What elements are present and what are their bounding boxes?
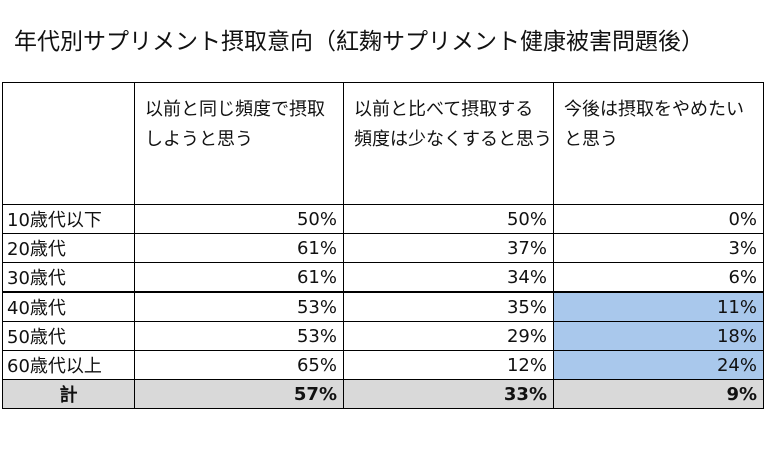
- header-same-frequency: 以前と同じ頻度で摂取 しようと思う: [134, 82, 344, 205]
- header-corner-cell: [2, 82, 135, 205]
- table-row: 50歳代 53% 29% 18%: [2, 321, 764, 351]
- cell-stop: 0%: [553, 204, 764, 234]
- cell-stop: 6%: [553, 262, 764, 293]
- header-line: 以前と比べて摂取する: [354, 99, 534, 120]
- row-label: 10歳代以下: [2, 204, 135, 234]
- row-label: 40歳代: [2, 291, 135, 322]
- total-reduce: 33%: [343, 379, 554, 409]
- total-stop: 9%: [553, 379, 764, 409]
- cell-same: 53%: [134, 291, 344, 322]
- row-label: 50歳代: [2, 321, 135, 351]
- header-stop-taking: 今後は摂取をやめたい と思う: [553, 82, 764, 205]
- cell-reduce: 50%: [343, 204, 554, 234]
- header-line: 以前と同じ頻度で摂取: [145, 99, 325, 120]
- header-reduce-frequency: 以前と比べて摂取する 頻度は少なくすると思う: [343, 82, 554, 205]
- header-line: しようと思う: [145, 129, 253, 150]
- total-label: 計: [2, 379, 135, 409]
- header-line: 頻度は少なくすると思う: [354, 129, 552, 150]
- table-row: 20歳代 61% 37% 3%: [2, 233, 764, 263]
- cell-same: 53%: [134, 321, 344, 351]
- table-row: 30歳代 61% 34% 6%: [2, 262, 764, 293]
- cell-same: 50%: [134, 204, 344, 234]
- total-same: 57%: [134, 379, 344, 409]
- cell-stop-highlighted: 18%: [553, 321, 764, 351]
- header-line: と思う: [564, 129, 618, 150]
- table-total-row: 計 57% 33% 9%: [2, 379, 764, 409]
- cell-same: 61%: [134, 262, 344, 293]
- cell-reduce: 12%: [343, 350, 554, 380]
- cell-same: 65%: [134, 350, 344, 380]
- cell-reduce: 35%: [343, 291, 554, 322]
- page-title: 年代別サプリメント摂取意向（紅麹サプリメント健康被害問題後）: [14, 29, 704, 55]
- cell-reduce: 29%: [343, 321, 554, 351]
- cell-stop-highlighted: 24%: [553, 350, 764, 380]
- row-label: 60歳代以上: [2, 350, 135, 380]
- cell-stop-highlighted: 11%: [553, 291, 764, 322]
- cell-stop: 3%: [553, 233, 764, 263]
- header-line: 今後は摂取をやめたい: [564, 99, 744, 120]
- cell-same: 61%: [134, 233, 344, 263]
- row-label: 20歳代: [2, 233, 135, 263]
- table-header-row: 以前と同じ頻度で摂取 しようと思う 以前と比べて摂取する 頻度は少なくすると思う 今…: [2, 82, 764, 205]
- table-row: 60歳代以上 65% 12% 24%: [2, 350, 764, 380]
- survey-table: 以前と同じ頻度で摂取 しようと思う 以前と比べて摂取する 頻度は少なくすると思う 今…: [2, 82, 764, 409]
- table-row: 10歳代以下 50% 50% 0%: [2, 204, 764, 234]
- row-label: 30歳代: [2, 262, 135, 293]
- table-row: 40歳代 53% 35% 11%: [2, 291, 764, 322]
- cell-reduce: 34%: [343, 262, 554, 293]
- cell-reduce: 37%: [343, 233, 554, 263]
